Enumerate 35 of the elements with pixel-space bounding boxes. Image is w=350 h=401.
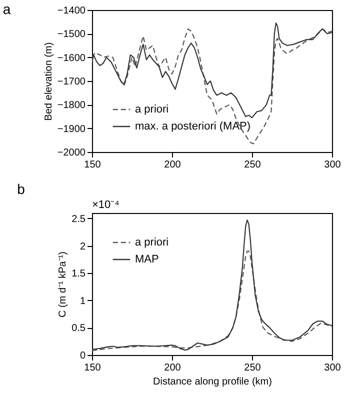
x-tick-label: 300 (324, 362, 342, 374)
y-tick-label: −1700 (57, 76, 86, 88)
legend-label: max. a posteriori (MAP) (135, 120, 251, 132)
line-series (92, 28, 332, 144)
legend-label: MAP (135, 254, 159, 266)
x-tick-label: 250 (244, 362, 262, 374)
chart-title: a (2, 1, 11, 17)
chart-title: b (17, 181, 26, 197)
x-tick-label: 200 (164, 160, 182, 170)
x-tick-label: 150 (84, 160, 102, 170)
x-tick-label: 250 (244, 160, 262, 170)
x-tick-label: 200 (164, 362, 182, 374)
y-tick-label: 1.5 (72, 268, 86, 280)
text: ×10⁻⁴ (92, 199, 120, 211)
x-tick-label: 150 (84, 362, 102, 374)
line-series (92, 220, 332, 351)
y-tick-label: 2 (80, 241, 86, 252)
y-tick-label: −1400 (57, 6, 86, 16)
x-axis-title: Distance along profile (km) (153, 376, 272, 388)
line-series (92, 250, 332, 352)
y-tick-label: 0.5 (72, 323, 86, 334)
y-tick-label: −1900 (57, 124, 86, 135)
y-tick-label: −1500 (57, 29, 86, 40)
y-axis-title: C (m d⁻¹ kPa⁻¹) (58, 252, 69, 318)
legend-label: a priori (135, 104, 169, 116)
y-axis-title: Bed elevation (m) (43, 42, 54, 121)
line-series (92, 22, 332, 118)
y-tick-label: −1800 (57, 100, 86, 112)
legend-label: a priori (135, 236, 169, 248)
y-tick-label: −1600 (57, 52, 86, 64)
y-tick-label: 1 (80, 296, 86, 307)
y-tick-label: 2.5 (72, 214, 86, 225)
x-tick-label: 300 (324, 160, 342, 170)
y-tick-label: 0 (80, 350, 86, 362)
y-tick-label: −2000 (57, 148, 86, 158)
